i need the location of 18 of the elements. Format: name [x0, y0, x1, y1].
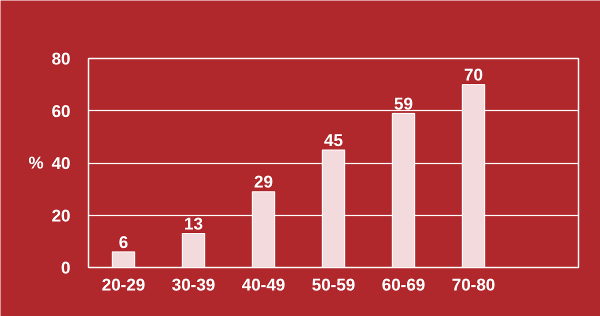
y-tick-label: 80 [52, 50, 71, 68]
y-tick-label: 0 [61, 258, 71, 278]
y-tick-label: 60 [52, 102, 71, 121]
data-label: 59 [394, 94, 413, 114]
x-tick-label: 20-29 [102, 276, 146, 294]
data-label: 70 [464, 66, 483, 85]
x-tick-label: 60-69 [382, 276, 426, 294]
data-label: 13 [184, 214, 203, 234]
data-label: 6 [118, 232, 128, 252]
y-tick-label: 40 [52, 154, 71, 173]
y-axis-title: % [28, 154, 44, 172]
x-tick-label: 70-80 [452, 276, 496, 294]
x-tick-label: 30-39 [172, 276, 216, 294]
x-tick-label: 40-49 [242, 276, 286, 294]
data-label: 45 [324, 130, 343, 150]
x-tick-label: 50-59 [312, 276, 356, 294]
y-tick-label: 20 [52, 206, 71, 226]
data-label: 29 [254, 172, 273, 192]
